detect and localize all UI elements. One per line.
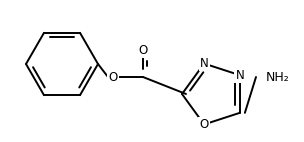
Text: NH₂: NH₂ [266,70,290,83]
Text: O: O [108,70,118,83]
Text: O: O [138,43,148,57]
Text: N: N [236,69,244,82]
Text: N: N [200,57,209,70]
Text: O: O [199,118,209,131]
